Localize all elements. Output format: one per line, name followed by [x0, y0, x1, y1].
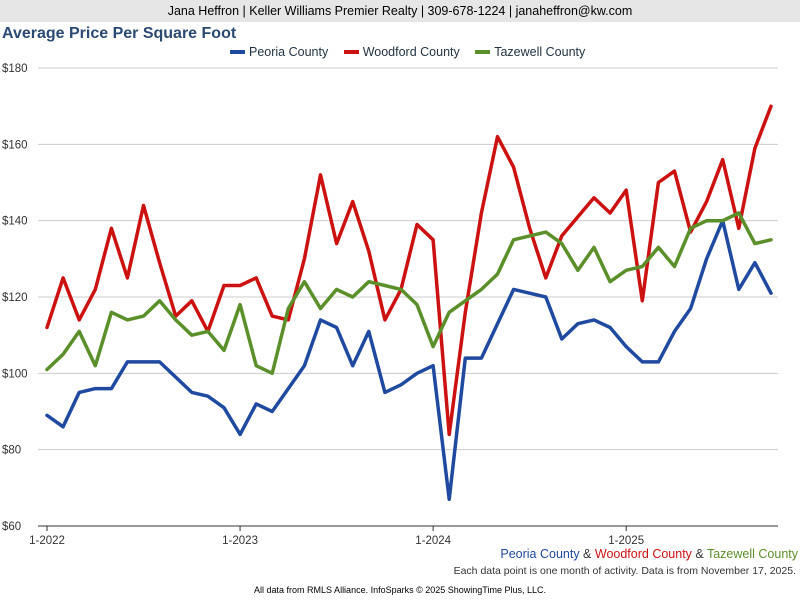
contact-line: Jana Heffron | Keller Williams Premier R… — [167, 4, 633, 18]
y-tick-label-140: $140 — [2, 216, 28, 228]
legend-item-tazewell[interactable]: Tazewell County — [475, 45, 585, 59]
x-tick-label-1-2022: 1-2022 — [29, 535, 65, 547]
caption-woodford: Woodford County — [594, 547, 692, 561]
y-tick-label-60: $60 — [2, 521, 21, 533]
y-tick-label-120: $120 — [2, 292, 28, 304]
x-tick-label-1-2023: 1-2023 — [222, 535, 258, 547]
y-tick-label-80: $80 — [2, 445, 21, 457]
y-tick-label-100: $100 — [2, 368, 28, 380]
series-line-peoria — [45, 218, 773, 502]
y-tick-label-180: $180 — [2, 63, 28, 75]
legend: Peoria County Woodford County Tazewell C… — [230, 45, 597, 59]
data-note: Each data point is one month of activity… — [453, 565, 796, 577]
legend-label-woodford: Woodford County — [362, 45, 460, 59]
series-caption: Peoria County & Woodford County & Tazewe… — [500, 547, 798, 561]
footer-credit: All data from RMLS Alliance. InfoSparks … — [254, 585, 546, 595]
legend-swatch-tazewell — [475, 49, 491, 54]
caption-peoria: Peoria County — [500, 547, 580, 561]
series-line-woodford — [45, 104, 773, 437]
legend-item-woodford[interactable]: Woodford County — [343, 45, 460, 59]
x-tick-label-1-2025: 1-2025 — [608, 535, 644, 547]
caption-amp-2: & — [691, 547, 707, 561]
legend-label-peoria: Peoria County — [249, 45, 329, 59]
x-tick-label-1-2024: 1-2024 — [415, 535, 451, 547]
legend-swatch-peoria — [230, 49, 245, 54]
chart-title: Average Price Per Square Foot — [2, 25, 237, 42]
y-tick-label-160: $160 — [2, 139, 28, 151]
series-line-tazewell — [45, 211, 773, 376]
caption-amp-1: & — [579, 547, 595, 561]
legend-label-tazewell: Tazewell County — [494, 45, 586, 59]
caption-tazewell: Tazewell County — [706, 547, 798, 561]
legend-swatch-woodford — [343, 49, 359, 54]
header-bar: Jana Heffron | Keller Williams Premier R… — [0, 0, 800, 22]
legend-item-peoria[interactable]: Peoria County — [230, 45, 328, 59]
